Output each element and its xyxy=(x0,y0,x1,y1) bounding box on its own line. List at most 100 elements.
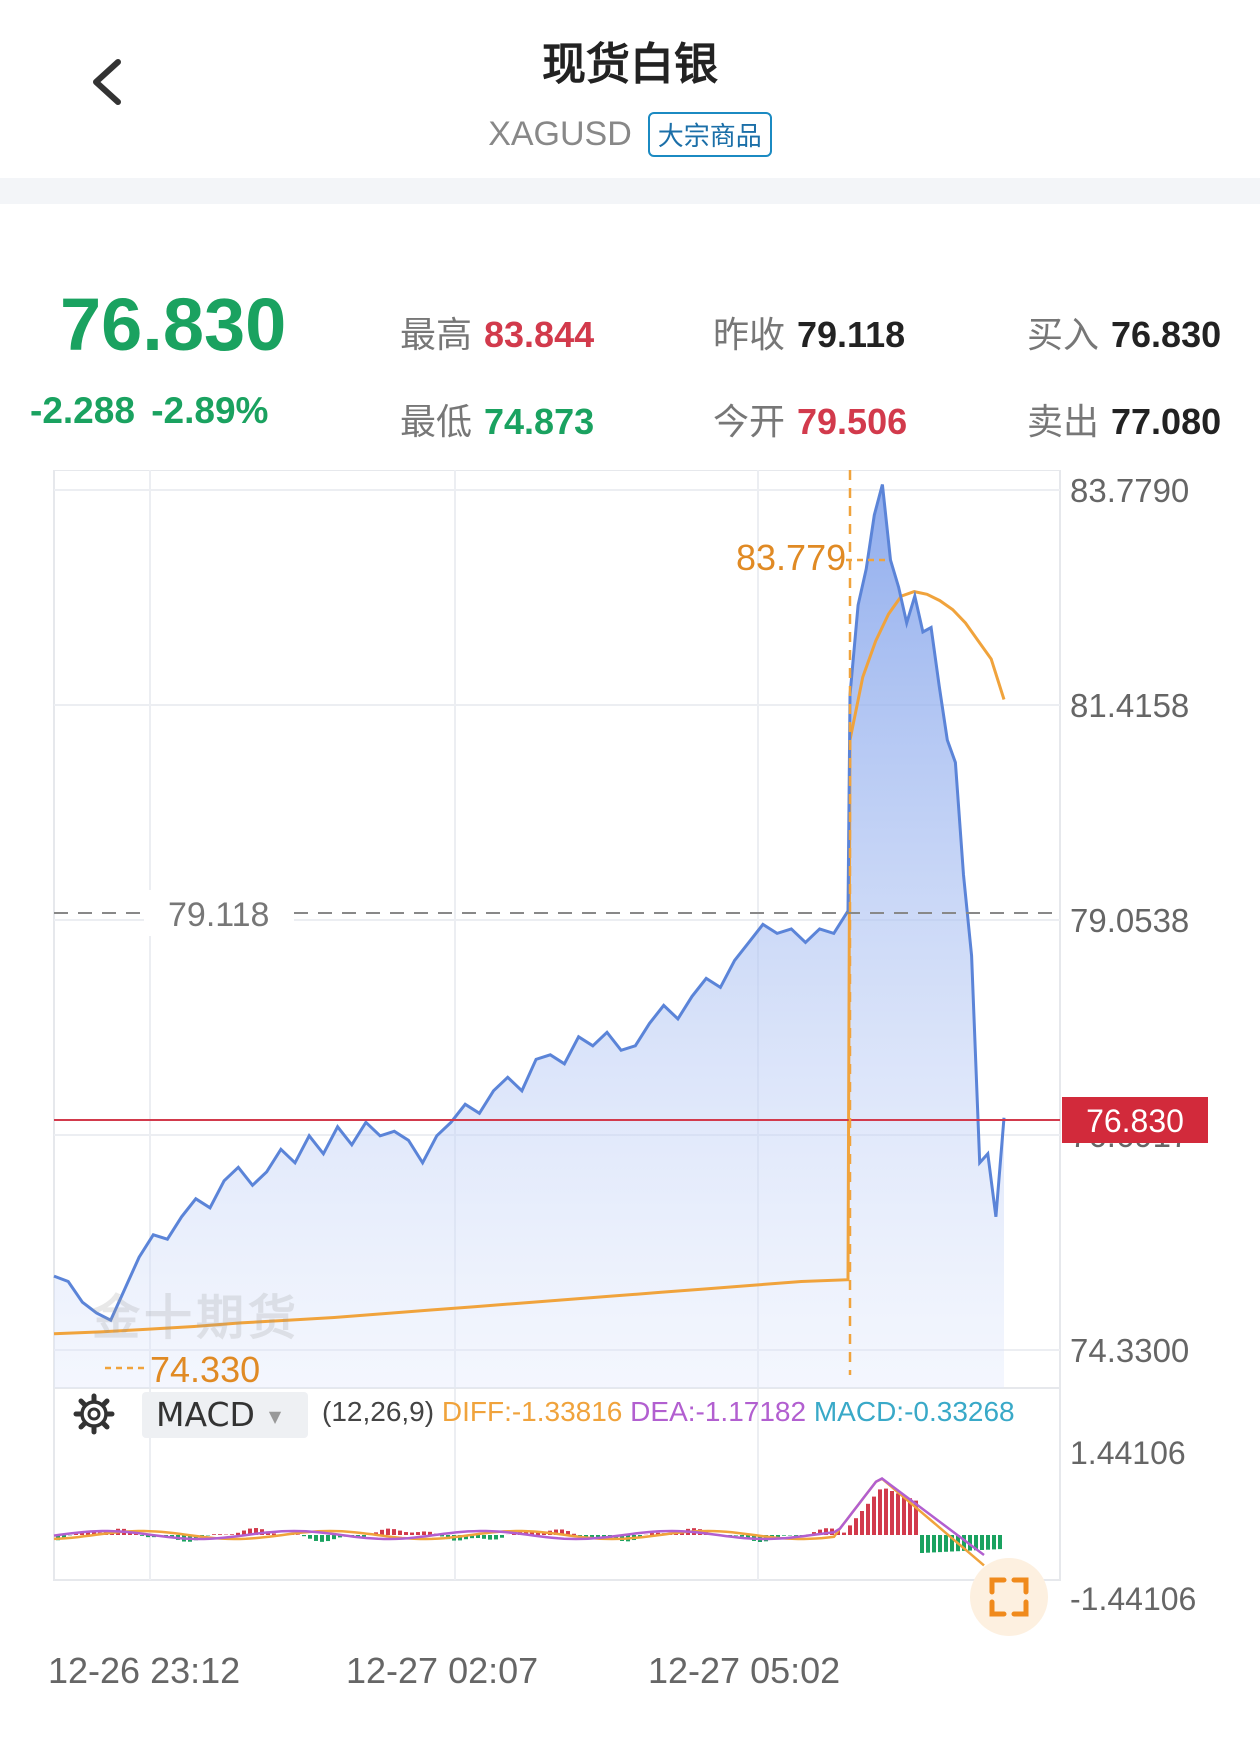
stat-prev-close-label: 昨收 xyxy=(713,315,786,356)
macd-bar xyxy=(914,1500,918,1535)
macd-bar xyxy=(404,1532,408,1535)
current-price: 76.830 xyxy=(60,283,287,366)
macd-bar xyxy=(410,1532,414,1535)
price-change: -2.288 -2.89% xyxy=(30,390,268,432)
macd-bar xyxy=(980,1535,984,1550)
macd-bar xyxy=(386,1528,390,1535)
macd-bar xyxy=(650,1533,654,1535)
macd-diff: DIFF:-1.33816 xyxy=(441,1396,623,1427)
macd-bar xyxy=(320,1535,324,1542)
macd-bar xyxy=(932,1535,936,1553)
macd-bar xyxy=(950,1535,954,1552)
macd-bar xyxy=(308,1535,312,1539)
macd-bar xyxy=(464,1535,468,1540)
macd-bar xyxy=(560,1529,564,1535)
macd-params: (12,26,9) xyxy=(322,1396,435,1427)
macd-bar xyxy=(848,1525,852,1535)
macd-bar xyxy=(902,1495,906,1535)
macd-bar xyxy=(968,1535,972,1551)
y-axis-label: 83.7790 xyxy=(1070,472,1189,509)
macd-bar xyxy=(566,1531,570,1535)
stat-low-label: 最低 xyxy=(400,402,473,443)
stat-high-value: 83.844 xyxy=(484,314,595,355)
category-badge: 大宗商品 xyxy=(647,112,772,157)
price-chart[interactable]: 79.118 83.779 74.330 83.7790 81.4158 79.05… xyxy=(0,470,1260,1640)
macd-bar xyxy=(428,1531,432,1535)
macd-bar xyxy=(62,1535,66,1539)
macd-bar xyxy=(134,1533,138,1535)
macd-bar xyxy=(416,1532,420,1535)
price-area-fill xyxy=(54,484,1004,1388)
macd-bar xyxy=(338,1535,342,1538)
macd-bar xyxy=(920,1535,924,1553)
macd-dea-line xyxy=(53,1477,985,1556)
macd-bar xyxy=(854,1518,858,1535)
stat-ask: 卖出 77.080 xyxy=(1027,393,1221,445)
macd-bar xyxy=(986,1535,990,1550)
macd-chart xyxy=(53,1477,1002,1567)
macd-dea: DEA:-1.17182 xyxy=(630,1396,807,1427)
back-arrow-icon[interactable] xyxy=(82,52,142,112)
macd-bar xyxy=(998,1535,1002,1550)
macd-bar xyxy=(878,1489,882,1535)
macd-bar xyxy=(842,1532,846,1535)
macd-bar xyxy=(866,1503,870,1535)
macd-bar xyxy=(530,1531,534,1535)
macd-bar xyxy=(422,1531,426,1535)
page-title: 现货白银 xyxy=(542,39,718,90)
macd-bar xyxy=(944,1535,948,1552)
macd-bar xyxy=(782,1535,786,1536)
stat-bid-label: 买入 xyxy=(1027,315,1100,356)
macd-bar xyxy=(500,1535,504,1538)
stat-bid-value: 76.830 xyxy=(1111,314,1222,355)
stat-low: 最低 74.873 xyxy=(400,393,594,445)
macd-bar xyxy=(314,1535,318,1541)
macd-bar xyxy=(908,1498,912,1535)
change-percent: -2.89% xyxy=(151,390,269,431)
stat-ask-value: 77.080 xyxy=(1111,401,1222,442)
macd-bar xyxy=(572,1533,576,1535)
macd-diff-line xyxy=(53,1477,985,1567)
macd-bar xyxy=(440,1535,444,1537)
macd-bar xyxy=(302,1535,306,1537)
x-axis-label-1: 12-26 23:12 xyxy=(48,1650,241,1691)
stat-prev-close-value: 79.118 xyxy=(797,314,906,355)
macd-bar xyxy=(332,1535,336,1540)
current-price-tag-text: 76.830 xyxy=(1086,1103,1184,1139)
macd-bar xyxy=(230,1534,234,1535)
macd-bar xyxy=(242,1530,246,1535)
stat-open: 今开 79.506 xyxy=(713,393,907,445)
macd-bar xyxy=(740,1535,744,1537)
macd-bar xyxy=(392,1529,396,1535)
header: 现货白银 XAGUSD 大宗商品 xyxy=(0,0,1260,178)
macd-bar xyxy=(536,1532,540,1535)
stat-low-value: 74.873 xyxy=(484,401,595,442)
indicator-select[interactable]: MACD ▼ xyxy=(142,1392,308,1438)
macd-bar xyxy=(140,1535,144,1536)
macd-bar xyxy=(890,1491,894,1535)
y-axis-label: 81.4158 xyxy=(1070,687,1189,724)
average-price-line xyxy=(53,590,1006,1336)
section-divider xyxy=(0,178,1260,204)
macd-bar xyxy=(476,1535,480,1539)
macd-bar xyxy=(974,1535,978,1551)
macd-bar xyxy=(380,1529,384,1535)
macd-bar xyxy=(248,1528,252,1535)
gear-icon[interactable] xyxy=(72,1392,116,1436)
macd-axis-max: 1.44106 xyxy=(1070,1435,1186,1471)
macd-bar xyxy=(734,1535,738,1536)
macd-bar xyxy=(926,1535,930,1553)
macd-bar xyxy=(482,1535,486,1539)
stat-open-label: 今开 xyxy=(713,402,786,443)
macd-bar xyxy=(494,1535,498,1540)
fullscreen-icon xyxy=(989,1577,1029,1617)
macd-bar xyxy=(590,1535,594,1539)
macd-bar xyxy=(884,1488,888,1535)
macd-bar xyxy=(326,1535,330,1542)
macd-bar xyxy=(398,1530,402,1535)
fullscreen-button[interactable] xyxy=(970,1558,1048,1636)
macd-value: MACD:-0.33268 xyxy=(813,1396,1015,1427)
macd-bar xyxy=(362,1535,366,1537)
macd-bar xyxy=(86,1531,90,1535)
